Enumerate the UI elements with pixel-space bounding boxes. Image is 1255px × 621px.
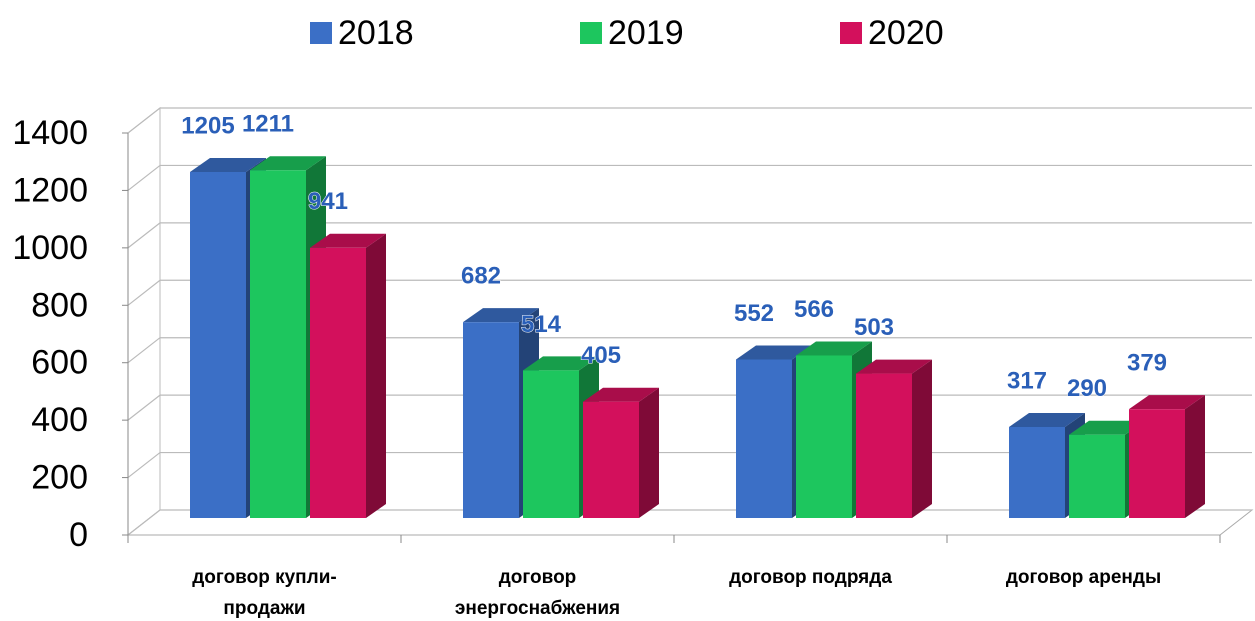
bar-top <box>1009 412 1085 427</box>
y-tick-label: 1000 <box>12 229 88 267</box>
value-label: 1211 <box>242 111 294 138</box>
grid-line <box>127 222 1252 249</box>
grid-line <box>127 279 1252 306</box>
y-tick-label: 1200 <box>12 171 88 209</box>
x-tick-label: договор подряда <box>729 567 892 588</box>
value-label: 290 <box>1067 375 1107 402</box>
legend-label: 2020 <box>868 14 944 52</box>
value-label: 514 <box>521 311 562 338</box>
bar-top <box>190 157 266 172</box>
bar <box>1129 409 1185 518</box>
bar-top <box>463 308 539 323</box>
x-tick-label: договор <box>499 567 577 588</box>
value-label: 317 <box>1007 367 1047 394</box>
bar <box>190 171 246 518</box>
x-tick-label: договор аренды <box>1006 567 1161 588</box>
value-label: 682 <box>461 263 501 290</box>
y-tick-label: 600 <box>31 344 88 382</box>
x-tick-label: продажи <box>223 598 305 619</box>
bar-side <box>912 359 932 518</box>
bar-side <box>639 387 659 518</box>
bar <box>736 359 792 518</box>
bar-side <box>1185 395 1205 518</box>
bar-top <box>856 359 932 374</box>
bar <box>463 322 519 518</box>
x-tick-label: энергоснабжения <box>455 598 620 619</box>
bar-top <box>310 233 386 248</box>
bar <box>583 401 639 518</box>
bar-top <box>736 345 812 360</box>
value-label: 405 <box>581 342 621 369</box>
legend-swatch <box>840 22 862 44</box>
value-label: 1205 <box>181 112 234 139</box>
bar <box>1069 434 1125 518</box>
bar-top <box>1129 395 1205 410</box>
bar <box>250 170 306 518</box>
bar <box>1009 426 1065 518</box>
back-wall <box>127 106 161 537</box>
x-tick-label: договор купли- <box>192 567 337 588</box>
value-label: 941 <box>308 188 348 215</box>
legend-swatch <box>580 22 602 44</box>
y-tick-label: 200 <box>31 459 88 497</box>
y-tick-label: 1400 <box>12 114 88 152</box>
bar <box>796 355 852 518</box>
bar-top <box>1069 420 1145 435</box>
grid-line <box>127 164 1252 191</box>
value-label: 379 <box>1127 350 1167 377</box>
grid-line <box>127 337 1252 364</box>
bar-side <box>366 233 386 518</box>
bar-top <box>250 156 326 171</box>
value-label: 552 <box>734 300 774 327</box>
legend-swatch <box>310 22 332 44</box>
bar <box>523 370 579 518</box>
bar <box>310 247 366 518</box>
bar-top <box>523 356 599 371</box>
legend-label: 2019 <box>608 14 684 52</box>
y-tick-label: 800 <box>31 286 88 324</box>
bar-top <box>583 387 659 402</box>
legend-label: 2018 <box>338 14 414 52</box>
value-label: 566 <box>794 296 834 323</box>
bar <box>856 373 912 518</box>
grid-line <box>127 107 1252 134</box>
y-tick-label: 400 <box>31 401 88 439</box>
bar-top <box>796 341 872 356</box>
y-tick-label: 0 <box>69 516 88 554</box>
value-label: 503 <box>854 314 894 341</box>
